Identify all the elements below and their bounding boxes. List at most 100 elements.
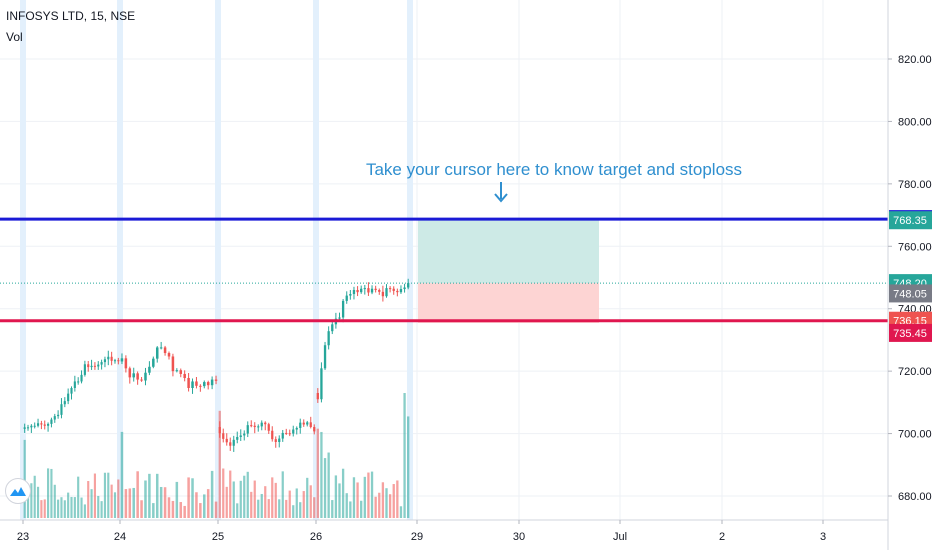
candle-body	[341, 300, 345, 318]
candle-body	[199, 385, 202, 387]
candle-body	[316, 392, 319, 400]
candle-body	[370, 288, 374, 293]
volume-bar	[338, 483, 341, 518]
volume-bar	[128, 488, 132, 518]
candle-body	[302, 422, 305, 425]
volume-bar	[87, 481, 90, 518]
candle-body	[352, 289, 356, 295]
candle-body	[57, 414, 60, 417]
volume-bar	[246, 471, 249, 518]
price-tick-label: 760.00	[898, 241, 932, 253]
candle-body	[136, 373, 139, 380]
volume-bar	[250, 491, 253, 518]
volume-bar	[349, 501, 352, 518]
session-break	[117, 0, 123, 520]
time-tick-label: 23	[17, 531, 29, 543]
volume-bar	[356, 482, 359, 518]
candle-body	[309, 422, 312, 428]
volume-bar	[295, 488, 298, 518]
candle-body	[70, 387, 73, 394]
candle-body	[385, 288, 388, 297]
volume-bar	[264, 486, 267, 518]
volume-bar	[183, 505, 186, 518]
volume-bar	[206, 489, 210, 518]
candle-body	[260, 422, 263, 427]
volume-bar	[70, 496, 73, 518]
volume-bar	[36, 486, 40, 518]
time-tick-label: 30	[513, 531, 525, 543]
volume-bar	[370, 471, 374, 518]
volume-bar	[341, 468, 345, 518]
volume-bar	[144, 480, 147, 518]
volume-bar	[378, 492, 381, 518]
candle-body	[281, 432, 284, 439]
volume-bar	[407, 416, 410, 518]
volume-bar	[77, 476, 80, 518]
candle-body	[381, 291, 385, 297]
candle-body	[163, 347, 167, 354]
candle-body	[167, 353, 171, 357]
volume-bar	[323, 458, 327, 518]
volume-bar	[302, 491, 305, 518]
volume-bar	[374, 496, 377, 518]
stop-zone	[418, 283, 599, 323]
candle-body	[97, 364, 100, 367]
candle-body	[77, 381, 80, 383]
price-tick-label: 800.00	[898, 116, 932, 128]
tradingview-logo[interactable]	[5, 478, 31, 504]
volume-bars	[23, 393, 410, 518]
candle-body	[360, 288, 363, 293]
volume-bar	[210, 470, 214, 518]
candle-body	[175, 370, 179, 372]
volume-bar	[175, 481, 179, 518]
candle-body	[403, 287, 406, 290]
volume-bar	[267, 499, 270, 518]
volume-bar	[80, 497, 83, 518]
volume-bar	[232, 481, 235, 518]
candle-body	[232, 439, 235, 446]
volume-bar	[26, 486, 30, 518]
candlesticks	[23, 278, 410, 452]
candle-body	[264, 422, 267, 425]
candle-body	[338, 317, 341, 319]
volume-bar	[352, 477, 356, 518]
volume-bar	[148, 473, 151, 518]
volume-bar	[155, 473, 159, 518]
candle-body	[124, 358, 128, 369]
volume-bar	[103, 472, 107, 518]
candle-body	[40, 423, 43, 425]
candle-body	[229, 442, 232, 446]
down-arrow-icon	[494, 182, 508, 203]
volume-bar	[292, 505, 295, 518]
volume-indicator-label[interactable]: Vol	[6, 30, 23, 44]
position-entry-label-bg	[889, 284, 932, 303]
volume-bar	[187, 477, 190, 518]
volume-bar	[152, 503, 155, 518]
volume-bar	[403, 393, 406, 518]
chart-title: INFOSYS LTD, 15, NSE	[6, 9, 136, 23]
candle-body	[67, 393, 70, 402]
volume-bar	[30, 483, 33, 518]
candle-body	[83, 364, 86, 375]
candle-body	[171, 356, 175, 372]
candle-body	[253, 425, 256, 428]
candle-body	[144, 372, 147, 381]
candle-body	[203, 382, 206, 387]
candle-body	[132, 373, 135, 378]
position-zones	[418, 220, 599, 323]
volume-bar	[50, 468, 53, 518]
volume-bar	[63, 500, 66, 518]
volume-bar	[381, 482, 385, 518]
volume-bar	[320, 431, 323, 518]
candle-body	[191, 381, 194, 388]
candle-body	[356, 289, 359, 293]
position-target-label: 768.35	[893, 215, 927, 227]
target-zone	[418, 220, 599, 284]
price-axis[interactable]: 680.00700.00720.00740.00760.00780.00800.…	[887, 0, 932, 550]
volume-bar	[236, 503, 239, 518]
volume-bar	[107, 472, 110, 518]
volume-bar	[331, 500, 334, 518]
time-axis[interactable]: 23 24 25 26 29 30 Jul 2 3	[0, 519, 888, 543]
volume-bar	[385, 488, 388, 518]
